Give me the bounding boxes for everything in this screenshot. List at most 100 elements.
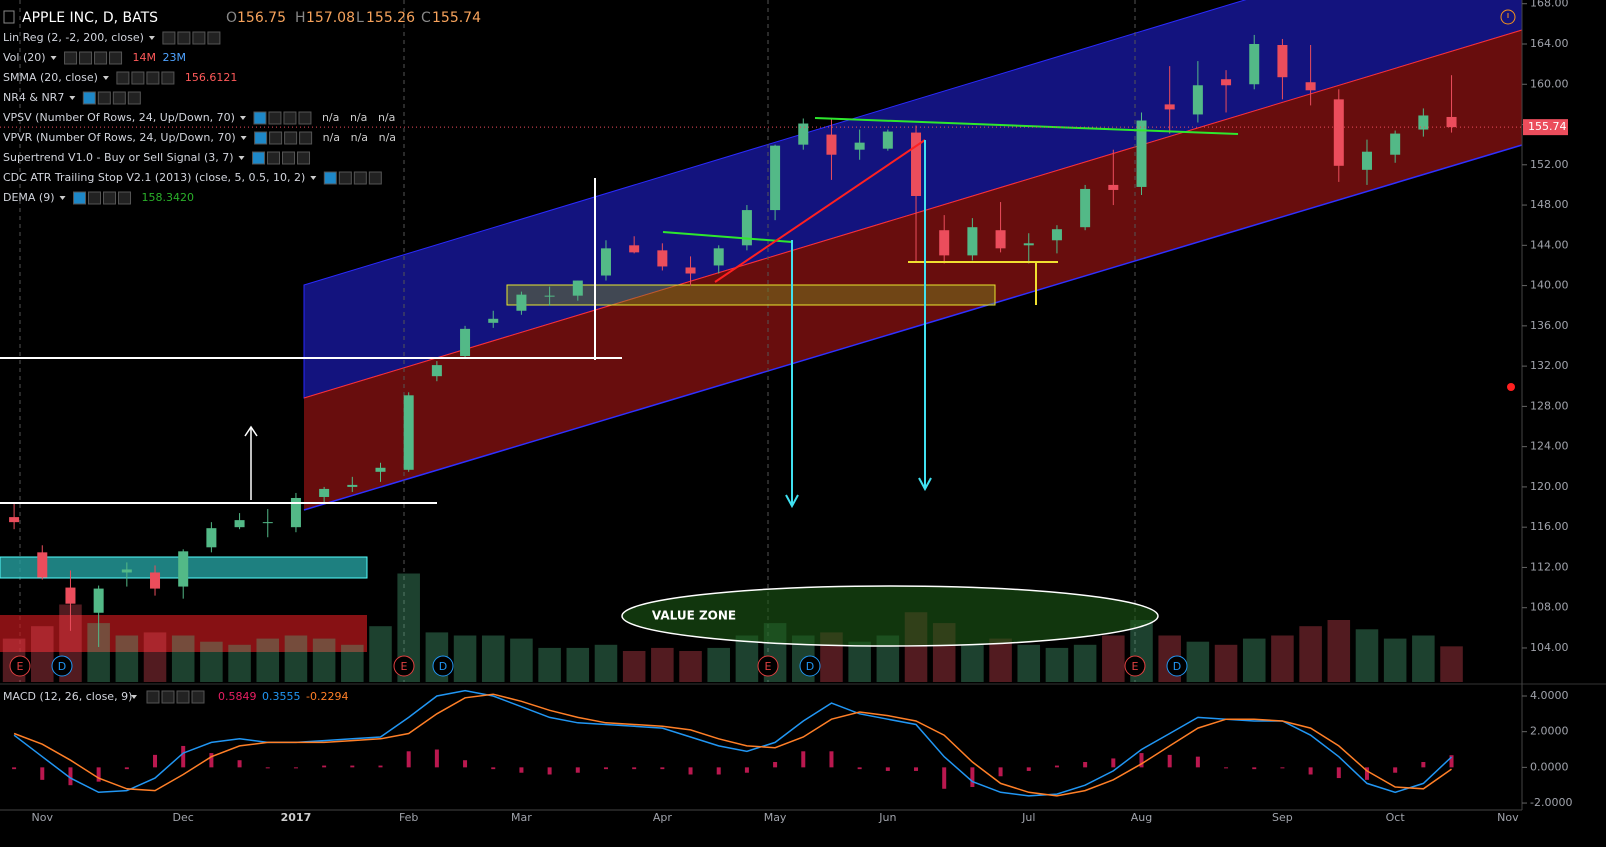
indicator-button[interactable] (112, 91, 126, 105)
indicator-button[interactable] (282, 151, 296, 165)
volume-bar (397, 573, 420, 682)
y-tick-label: 132.00 (1530, 359, 1569, 372)
indicator-button[interactable] (254, 131, 268, 145)
macd-title[interactable]: MACD (12, 26, close, 9) (3, 690, 132, 703)
indicator-name[interactable]: SMMA (20, close) (3, 71, 98, 84)
indicator-name[interactable]: VPVR (Number Of Rows, 24, Up/Down, 70) (3, 131, 236, 144)
indicator-button[interactable] (253, 111, 267, 125)
indicator-button[interactable] (146, 690, 160, 704)
dropdown-icon[interactable] (238, 156, 245, 160)
indicator-name[interactable]: Lin Reg (2, -2, 200, close) (3, 31, 144, 44)
volume-bar (1017, 644, 1041, 682)
dropdown-icon[interactable] (239, 116, 246, 120)
indicator-button[interactable] (177, 31, 191, 45)
indicator-button[interactable] (338, 171, 352, 185)
indicator-button[interactable] (191, 690, 205, 704)
indicator-button[interactable] (252, 151, 266, 165)
event-marker[interactable] (9, 655, 31, 677)
indicator-button[interactable] (97, 91, 111, 105)
indicator-button[interactable] (298, 111, 312, 125)
candle-body (939, 230, 950, 256)
dropdown-icon[interactable] (310, 176, 317, 180)
indicator-button[interactable] (267, 151, 281, 165)
dropdown-icon[interactable] (131, 695, 137, 699)
indicator-button[interactable] (94, 51, 108, 65)
indicator-name[interactable]: Supertrend V1.0 - Buy or Sell Signal (3,… (3, 151, 234, 164)
candle-body (798, 123, 809, 145)
event-marker[interactable] (432, 655, 454, 677)
dropdown-icon[interactable] (69, 96, 76, 100)
indicator-button[interactable] (283, 111, 297, 125)
indicator-name[interactable]: VPSV (Number Of Rows, 24, Up/Down, 70) (3, 111, 235, 124)
indicator-button[interactable] (353, 171, 367, 185)
indicator-button[interactable] (161, 690, 175, 704)
macd-hist-bar (1167, 754, 1172, 768)
dropdown-icon[interactable] (102, 76, 109, 80)
event-marker[interactable] (393, 655, 415, 677)
indicator-name[interactable]: CDC ATR Trailing Stop V2.1 (2013) (close… (3, 171, 305, 184)
indicator-button[interactable] (161, 71, 175, 85)
dropdown-icon[interactable] (50, 56, 57, 60)
menu-icon[interactable] (3, 10, 15, 24)
indicator-button[interactable] (118, 191, 132, 205)
indicator-button[interactable] (297, 151, 311, 165)
volume-bar (369, 626, 392, 682)
candle-body (685, 267, 696, 274)
volume-bar (1186, 641, 1210, 682)
indicator-button[interactable] (269, 131, 283, 145)
indicator-button[interactable] (146, 71, 160, 85)
event-marker[interactable] (51, 655, 73, 677)
indicator-button[interactable] (64, 51, 78, 65)
value-zone-label: VALUE ZONE (652, 609, 736, 623)
indicator-name[interactable]: Vol (20) (3, 51, 46, 64)
candle-body (770, 145, 781, 211)
indicator-button[interactable] (73, 191, 87, 205)
indicator-button[interactable] (109, 51, 123, 65)
trend-line (662, 231, 793, 243)
arrow-head (244, 425, 258, 437)
event-marker[interactable] (799, 655, 821, 677)
volume-bar (481, 635, 505, 682)
indicator-button[interactable] (103, 191, 117, 205)
indicator-button[interactable] (127, 91, 141, 105)
macd-hist-bar (914, 767, 919, 771)
indicator-button[interactable] (323, 171, 337, 185)
dropdown-icon[interactable] (148, 36, 155, 40)
macd-hist-bar (1393, 767, 1398, 773)
indicator-button[interactable] (284, 131, 298, 145)
indicator-button[interactable] (299, 131, 313, 145)
indicator-button[interactable] (116, 71, 130, 85)
indicator-button[interactable] (82, 91, 96, 105)
candle-body (1390, 133, 1401, 155)
event-marker[interactable] (757, 655, 779, 677)
macd-hist-bar (942, 767, 947, 789)
indicator-button[interactable] (368, 171, 382, 185)
candle-body (1023, 243, 1034, 246)
symbol[interactable]: APPLE INC, D, BATS (22, 10, 158, 26)
alert-icon[interactable] (1500, 9, 1516, 25)
last-price-label: 155.74 (1528, 120, 1567, 133)
dropdown-icon[interactable] (59, 196, 66, 200)
ohlc-value: 155.26 (366, 10, 415, 26)
indicator-button[interactable] (192, 31, 206, 45)
indicator-button[interactable] (268, 111, 282, 125)
candle-body (1361, 151, 1372, 170)
y-tick-label: 124.00 (1530, 440, 1569, 453)
x-tick-label: 2017 (281, 811, 312, 824)
indicator-button[interactable] (88, 191, 102, 205)
event-marker[interactable] (1166, 655, 1188, 677)
event-marker[interactable] (1124, 655, 1146, 677)
indicator-button[interactable] (162, 31, 176, 45)
y2-tick-label: 2.0000 (1530, 725, 1569, 738)
indicator-name[interactable]: NR4 & NR7 (3, 91, 64, 104)
indicator-button[interactable] (176, 690, 190, 704)
indicator-button[interactable] (207, 31, 221, 45)
indicator-value: 156.6121 (185, 71, 238, 84)
indicator-button[interactable] (79, 51, 93, 65)
last-price-box (1523, 119, 1568, 136)
volume-bar (228, 644, 251, 682)
indicator-name[interactable]: DEMA (9) (3, 191, 55, 204)
indicator-button[interactable] (131, 71, 145, 85)
dropdown-icon[interactable] (240, 136, 247, 140)
macd-hist-bar (322, 765, 327, 768)
